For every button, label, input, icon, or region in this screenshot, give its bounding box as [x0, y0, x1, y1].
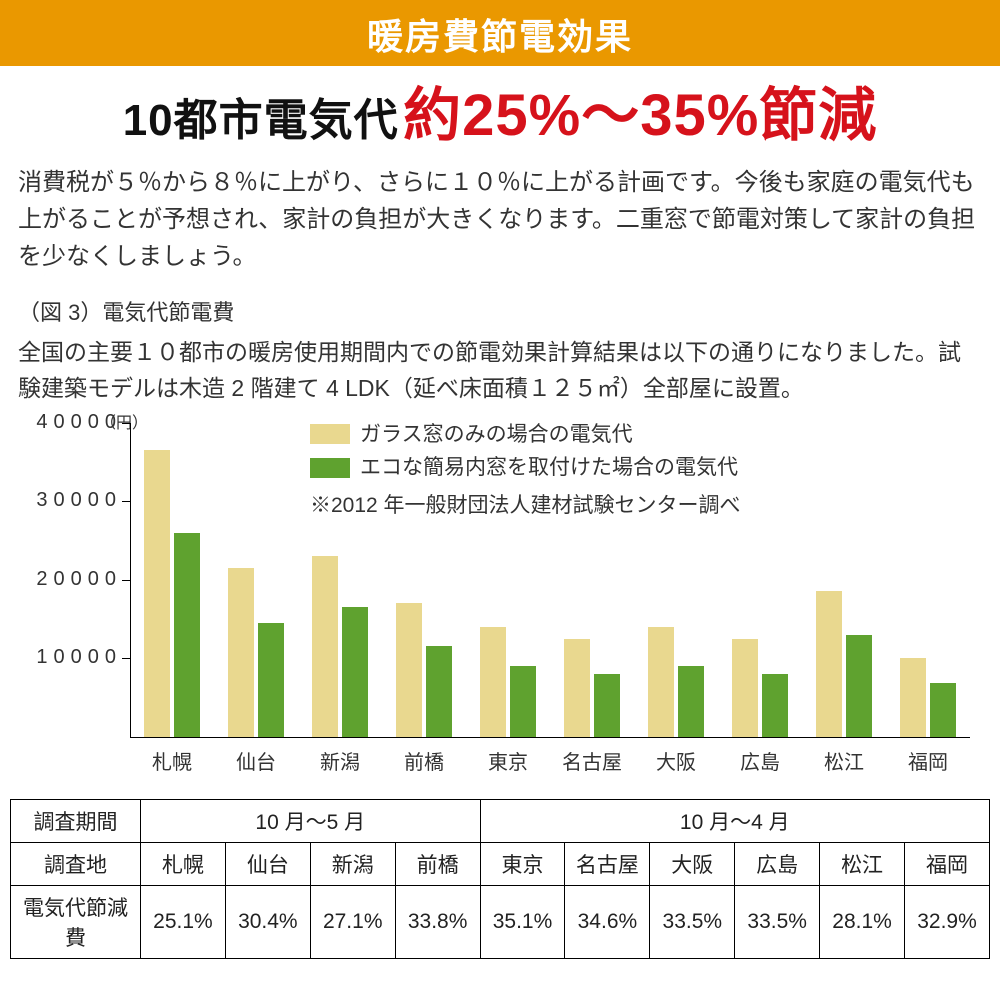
percent-cell: 33.5%: [650, 885, 735, 958]
figure-label: （図 3）電気代節電費: [0, 289, 1000, 335]
percent-cell: 32.9%: [905, 885, 990, 958]
percent-cell: 25.1%: [141, 885, 226, 958]
x-tick-label: 札幌: [130, 746, 214, 775]
bar-chart: （円） ガラス窓のみの場合の電気代 エコな簡易内窓を取付けた場合の電気代 ※20…: [10, 413, 990, 793]
bar-eco-window: [510, 666, 536, 737]
bar-glass-only: [564, 639, 590, 737]
bar-group: [802, 423, 886, 737]
table-row-period: 調査期間 10 月～5 月 10 月～4 月: [11, 799, 990, 842]
city-cell: 松江: [820, 842, 905, 885]
period-a: 10 月～5 月: [141, 799, 481, 842]
city-cell: 仙台: [225, 842, 310, 885]
bar-group: [130, 423, 214, 737]
percent-cell: 33.8%: [395, 885, 480, 958]
y-tick-label: 20000: [10, 568, 122, 591]
bar-glass-only: [816, 591, 842, 736]
city-cell: 新潟: [310, 842, 395, 885]
table-row-cities: 調査地 札幌仙台新潟前橋東京名古屋大阪広島松江福岡: [11, 842, 990, 885]
x-tick-label: 福岡: [886, 746, 970, 775]
x-tick-label: 広島: [718, 746, 802, 775]
bar-eco-window: [426, 646, 452, 736]
bar-eco-window: [930, 683, 956, 736]
city-cell: 広島: [735, 842, 820, 885]
bar-glass-only: [648, 627, 674, 737]
bar-eco-window: [594, 674, 620, 737]
percent-cell: 35.1%: [480, 885, 565, 958]
city-cell: 福岡: [905, 842, 990, 885]
bar-group: [718, 423, 802, 737]
bar-group: [382, 423, 466, 737]
bar-group: [886, 423, 970, 737]
banner-title: 暖房費節電効果: [0, 0, 1000, 66]
bar-glass-only: [312, 556, 338, 737]
bar-glass-only: [732, 639, 758, 737]
x-tick-label: 大阪: [634, 746, 718, 775]
y-tick-label: 40000: [10, 411, 122, 434]
bar-group: [550, 423, 634, 737]
percent-cell: 34.6%: [565, 885, 650, 958]
bar-eco-window: [678, 666, 704, 737]
bar-eco-window: [258, 623, 284, 737]
bar-eco-window: [174, 533, 200, 737]
y-tick-label: 30000: [10, 489, 122, 512]
x-axis-labels: 札幌仙台新潟前橋東京名古屋大阪広島松江福岡: [130, 746, 970, 775]
bar-eco-window: [846, 635, 872, 737]
percent-cell: 28.1%: [820, 885, 905, 958]
x-tick-label: 新潟: [298, 746, 382, 775]
intro-paragraph: 消費税が５％から８％に上がり、さらに１０％に上がる計画です。今後も家庭の電気代も…: [0, 160, 1000, 290]
city-cell: 札幌: [141, 842, 226, 885]
y-tick-mark: [122, 423, 130, 424]
bar-glass-only: [480, 627, 506, 737]
bar-glass-only: [228, 568, 254, 737]
y-tick-mark: [122, 658, 130, 659]
x-tick-label: 仙台: [214, 746, 298, 775]
bar-glass-only: [144, 450, 170, 737]
bar-group: [214, 423, 298, 737]
x-tick-label: 前橋: [382, 746, 466, 775]
bar-eco-window: [342, 607, 368, 737]
bars-area: [130, 423, 970, 737]
row-label-period: 調査期間: [11, 799, 141, 842]
bar-eco-window: [762, 674, 788, 737]
bar-glass-only: [900, 658, 926, 737]
x-axis-line: [130, 737, 970, 738]
headline: 10都市電気代 約25%～35%節減: [0, 66, 1000, 160]
bar-group: [466, 423, 550, 737]
percent-cell: 27.1%: [310, 885, 395, 958]
figure-description: 全国の主要１０都市の暖房使用期間内での節電効果計算結果は以下の通りになりました。…: [0, 335, 1000, 412]
percent-cell: 30.4%: [225, 885, 310, 958]
x-tick-label: 名古屋: [550, 746, 634, 775]
bar-group: [298, 423, 382, 737]
x-tick-label: 松江: [802, 746, 886, 775]
bar-group: [634, 423, 718, 737]
row-label-city: 調査地: [11, 842, 141, 885]
y-tick-label: 10000: [10, 646, 122, 669]
data-table: 調査期間 10 月～5 月 10 月～4 月 調査地 札幌仙台新潟前橋東京名古屋…: [10, 799, 990, 959]
city-cell: 名古屋: [565, 842, 650, 885]
y-tick-mark: [122, 501, 130, 502]
city-cell: 大阪: [650, 842, 735, 885]
bar-glass-only: [396, 603, 422, 736]
percent-cell: 33.5%: [735, 885, 820, 958]
city-cell: 前橋: [395, 842, 480, 885]
table-row-percents: 電気代節減費 25.1%30.4%27.1%33.8%35.1%34.6%33.…: [11, 885, 990, 958]
headline-black: 10都市電気代: [123, 96, 399, 145]
y-tick-mark: [122, 580, 130, 581]
row-label-percent: 電気代節減費: [11, 885, 141, 958]
headline-red: 約25%～35%節減: [403, 83, 877, 148]
x-tick-label: 東京: [466, 746, 550, 775]
city-cell: 東京: [480, 842, 565, 885]
period-b: 10 月～4 月: [480, 799, 989, 842]
